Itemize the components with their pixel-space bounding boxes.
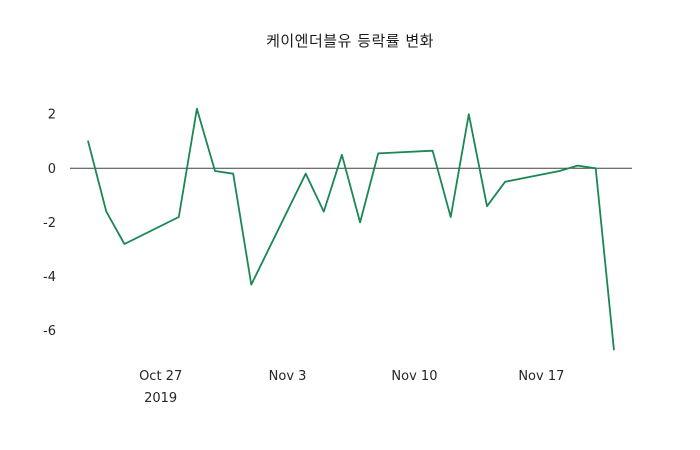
y-tick-label: 0 bbox=[48, 162, 56, 177]
x-tick-label: Nov 3 bbox=[269, 369, 307, 384]
y-tick-label: -2 bbox=[43, 216, 56, 231]
y-tick-label: -4 bbox=[43, 270, 56, 285]
y-tick-label: 2 bbox=[48, 108, 56, 123]
x-tick-label: Nov 10 bbox=[391, 369, 437, 384]
y-tick-label: -6 bbox=[43, 324, 56, 339]
series-line bbox=[87, 107, 615, 351]
x-tick-sublabel: 2019 bbox=[144, 391, 177, 406]
chart-title: 케이엔더블유 등락률 변화 bbox=[266, 32, 434, 50]
x-tick-label: Nov 17 bbox=[518, 369, 564, 384]
x-tick-label: Oct 27 bbox=[139, 369, 182, 384]
